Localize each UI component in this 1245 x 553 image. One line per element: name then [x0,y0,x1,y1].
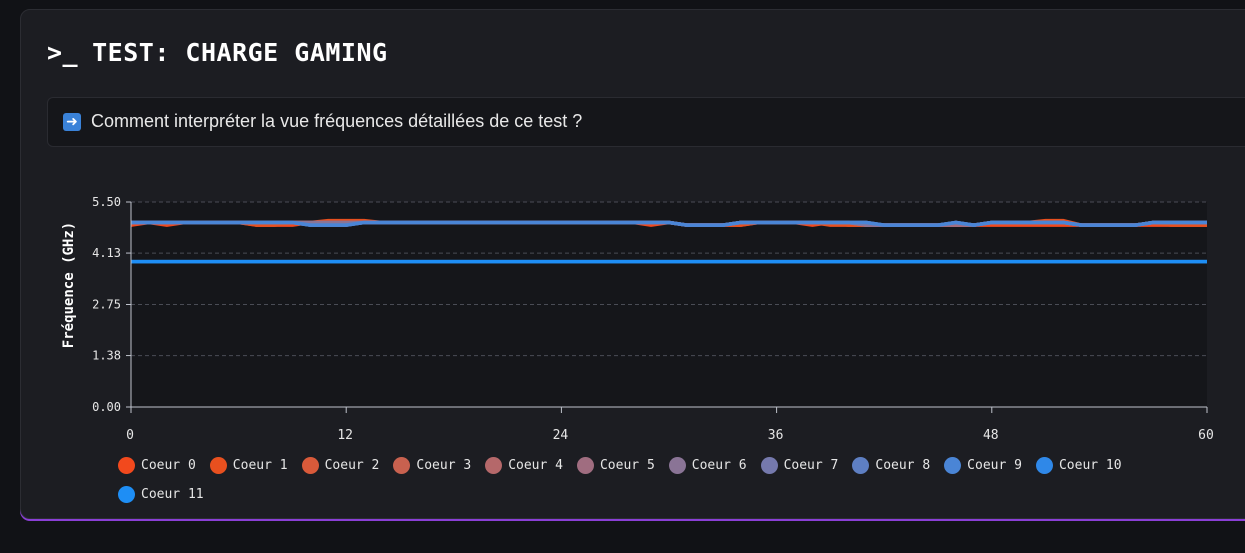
legend-label: Coeur 4 [508,458,563,473]
legend-item-coeur-1[interactable]: Coeur 1 [209,456,288,475]
legend-item-coeur-3[interactable]: Coeur 3 [393,456,471,475]
chart-legend: Coeur 0 Coeur 1 Coeur 2 Coeur 3 Coeur 4 Coeur… [118,456,1198,504]
legend-item-coeur-8[interactable]: Coeur 8 [852,456,930,475]
legend-swatch [760,457,778,474]
y-tick-label: 5.50 [92,195,121,209]
interpretation-help-text: Comment interpréter la vue fréquences dé… [91,111,583,131]
legend-item-coeur-11[interactable]: Coeur 11 [118,485,204,504]
x-tick-label: 12 [337,428,353,443]
legend-label: Coeur 0 [141,458,196,473]
series-lines [130,218,1207,264]
y-tick-label: 0.00 [92,400,121,414]
x-tick-label: 60 [1198,428,1214,443]
x-tick-label: 36 [768,428,784,443]
legend-swatch [118,457,135,474]
legend-label: Coeur 2 [324,458,380,473]
legend-label: Coeur 6 [691,458,747,473]
x-tick-label: 24 [553,428,569,443]
y-tick-label: 2.75 [92,298,121,312]
y-ticks: 0.00 1.38 2.75 4.13 5.50 [92,195,131,414]
y-tick-label: 1.38 [92,349,121,363]
legend-item-coeur-10[interactable]: Coeur 10 [1035,456,1122,475]
legend-swatch [852,457,870,474]
legend-item-coeur-9[interactable]: Coeur 9 [944,456,1022,475]
terminal-prompt-icon: >_ [47,38,79,67]
y-tick-label: 4.13 [92,246,121,260]
x-tick-label: 0 [126,428,134,443]
legend-item-coeur-0[interactable]: Coeur 0 [118,456,196,475]
legend-label: Coeur 7 [783,458,839,473]
legend-item-coeur-6[interactable]: Coeur 6 [668,456,747,475]
legend-swatch [485,457,503,474]
legend-swatch [209,457,227,474]
y-axis-label: Fréquence (GHz) [61,222,77,348]
legend-label: Coeur 1 [232,458,288,473]
legend-swatch [301,457,319,474]
legend-label: Coeur 11 [141,487,204,502]
legend-swatch [668,457,686,474]
legend-label: Coeur 8 [875,458,931,473]
x-tick-label: 48 [983,428,999,443]
legend-label: Coeur 5 [599,458,655,473]
legend-swatch [118,486,135,503]
legend-label: Coeur 9 [967,458,1022,473]
legend-swatch [393,457,411,474]
legend-item-coeur-5[interactable]: Coeur 5 [576,456,655,475]
arrow-right-icon: ➜ [63,113,81,131]
grid-lines [131,201,1207,357]
legend-swatch [1035,457,1053,474]
legend-item-coeur-2[interactable]: Coeur 2 [301,456,380,475]
legend-swatch [576,457,594,474]
legend-swatch [944,457,962,474]
legend-item-coeur-7[interactable]: Coeur 7 [760,456,839,475]
series-line-coeur-9 [131,220,1207,227]
legend-label: Coeur 3 [416,458,472,473]
page-title: >_ TEST: CHARGE GAMING [47,38,388,67]
x-ticks: 0 12 24 36 48 60 [126,407,1214,443]
interpretation-help-toggle[interactable]: ➜ Comment interpréter la vue fréquences … [47,97,1245,147]
test-title: TEST: CHARGE GAMING [92,38,388,67]
legend-label: Coeur 10 [1058,458,1122,473]
legend-item-coeur-4[interactable]: Coeur 4 [485,456,563,475]
